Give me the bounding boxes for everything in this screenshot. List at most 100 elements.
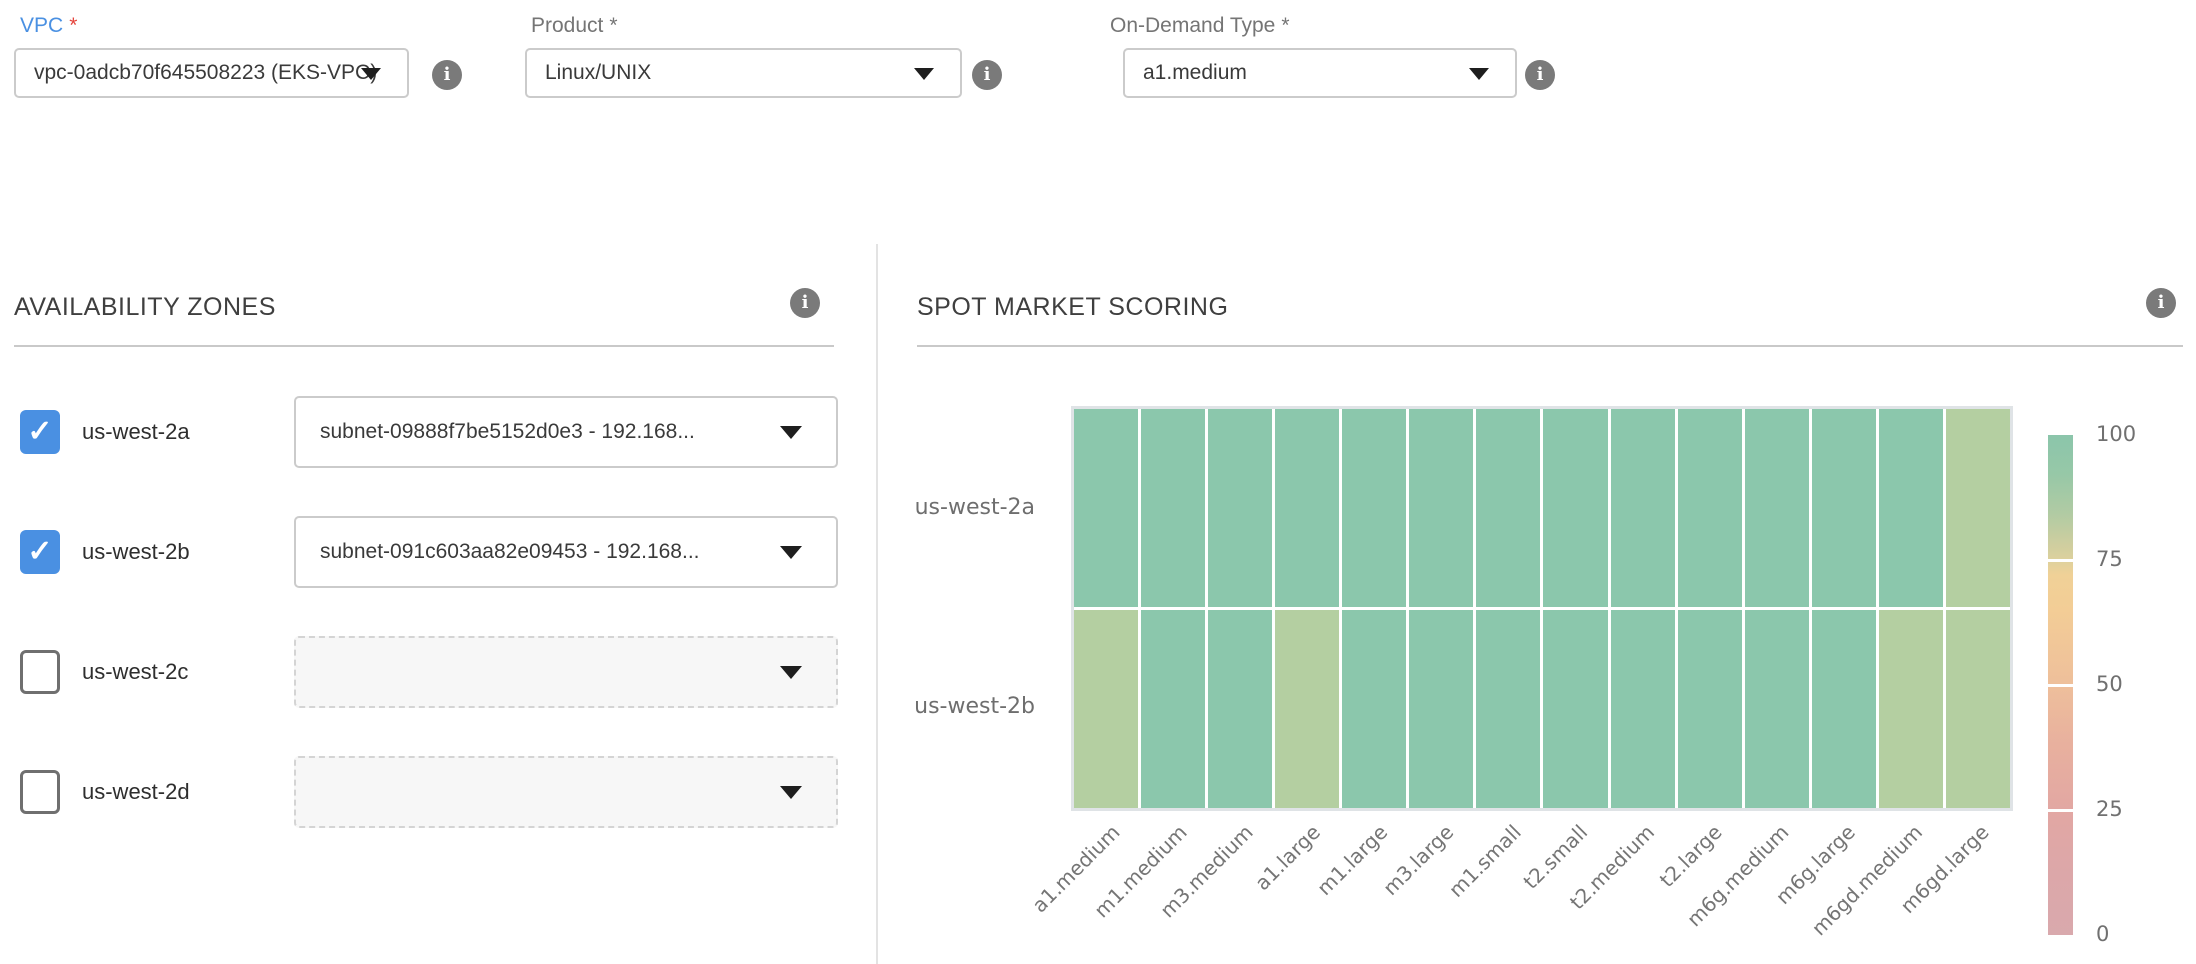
on-demand-type-label: On-Demand Type * xyxy=(1110,14,1517,40)
legend-tick-line xyxy=(2048,809,2073,812)
vpc-select[interactable]: vpc-0adcb70f645508223 (EKS-VPC) xyxy=(14,48,409,98)
az-rows: ✓ us-west-2a subnet-09888f7be5152d0e3 - 19… xyxy=(14,396,838,876)
subnet-select-us-west-2d xyxy=(294,756,838,828)
product-label: Product * xyxy=(531,14,962,40)
spot-market-scoring-title: SPOT MARKET SCORING xyxy=(917,293,1229,321)
check-icon: ✓ xyxy=(27,535,53,568)
heatmap-cell-us-west-2b-t2.medium xyxy=(1610,610,1675,808)
vpc-label: VPC * xyxy=(20,14,409,40)
on-demand-type-select[interactable]: a1.medium xyxy=(1123,48,1517,98)
heatmap-cell-us-west-2b-m1.small xyxy=(1476,610,1541,808)
check-icon: ✓ xyxy=(27,415,53,448)
heatmap-cell-us-west-2a-m3.large xyxy=(1409,409,1474,607)
legend-tick-label-50: 50 xyxy=(2096,672,2123,696)
on-demand-type-required-marker: * xyxy=(1281,14,1290,37)
heatmap-cell-us-west-2a-m1.large xyxy=(1342,409,1407,607)
subnet-select-value-us-west-2a: subnet-09888f7be5152d0e3 - 192.168... xyxy=(320,420,695,443)
legend-tick-label-25: 25 xyxy=(2096,797,2123,821)
legend-tick-label-0: 0 xyxy=(2096,922,2110,946)
chevron-down-icon xyxy=(1469,68,1489,80)
product-field: Product * Linux/UNIX i xyxy=(525,14,1002,98)
subnet-select-value-us-west-2b: subnet-091c603aa82e09453 - 192.168... xyxy=(320,540,700,563)
legend-tick-label-100: 100 xyxy=(2096,422,2137,446)
heatmap-cell-us-west-2b-t2.small xyxy=(1543,610,1608,808)
heatmap-cell-us-west-2b-t2.large xyxy=(1677,610,1742,808)
subnet-select-us-west-2a[interactable]: subnet-09888f7be5152d0e3 - 192.168... xyxy=(294,396,838,468)
heatmap-row-label-us-west-2b: us-west-2b xyxy=(914,694,1035,719)
on-demand-type-field: On-Demand Type * a1.medium i xyxy=(1110,14,1555,98)
heatmap-cell-us-west-2b-m3.large xyxy=(1409,610,1474,808)
availability-zones-info-icon[interactable]: i xyxy=(790,288,820,318)
legend-bar xyxy=(2048,435,2073,935)
chevron-down-icon xyxy=(914,68,934,80)
chevron-down-icon xyxy=(780,666,802,679)
chevron-down-icon xyxy=(780,786,802,799)
chevron-down-icon xyxy=(361,68,381,80)
heatmap-cell-us-west-2a-a1.large xyxy=(1275,409,1340,607)
product-select[interactable]: Linux/UNIX xyxy=(525,48,962,98)
product-info-icon[interactable]: i xyxy=(972,60,1002,90)
az-row-us-west-2d: us-west-2d xyxy=(14,756,838,828)
subnet-select-us-west-2b[interactable]: subnet-091c603aa82e09453 - 192.168... xyxy=(294,516,838,588)
product-required-marker: * xyxy=(609,14,618,37)
heatmap-grid xyxy=(1071,406,2013,811)
heatmap-cell-us-west-2b-m3.medium xyxy=(1208,610,1273,808)
heatmap-cell-us-west-2b-a1.medium xyxy=(1074,610,1139,808)
heatmap-cell-us-west-2a-t2.medium xyxy=(1610,409,1675,607)
az-checkbox-us-west-2d[interactable] xyxy=(20,770,60,814)
vpc-required-marker: * xyxy=(69,14,78,37)
heatmap-cell-us-west-2b-a1.large xyxy=(1275,610,1340,808)
heatmap-cell-us-west-2b-m6g.medium xyxy=(1744,610,1809,808)
heatmap-col-label-m1.large: m1.large xyxy=(1311,820,1392,901)
heatmap-cell-us-west-2a-t2.large xyxy=(1677,409,1742,607)
product-select-value: Linux/UNIX xyxy=(545,61,652,84)
az-row-us-west-2c: us-west-2c xyxy=(14,636,838,708)
heatmap-col-label-m1.small: m1.small xyxy=(1443,820,1526,902)
heatmap-cell-us-west-2a-m3.medium xyxy=(1208,409,1273,607)
az-checkbox-us-west-2a[interactable]: ✓ xyxy=(20,410,60,454)
legend-tick-line xyxy=(2048,559,2073,562)
availability-zones-rule xyxy=(14,345,834,347)
heatmap-cell-us-west-2a-m6g.large xyxy=(1811,409,1876,607)
heatmap-cell-us-west-2a-m1.small xyxy=(1476,409,1541,607)
vpc-select-value: vpc-0adcb70f645508223 (EKS-VPC) xyxy=(34,61,378,84)
vpc-field: VPC * vpc-0adcb70f645508223 (EKS-VPC) i xyxy=(14,14,462,98)
zone-label-us-west-2d: us-west-2d xyxy=(82,779,190,804)
legend-tick-label-75: 75 xyxy=(2096,547,2123,571)
heatmap-cell-us-west-2a-m6gd.large xyxy=(1945,409,2010,607)
heatmap-cell-us-west-2b-m6gd.large xyxy=(1945,610,2010,808)
zone-label-us-west-2c: us-west-2c xyxy=(82,659,189,684)
zone-label-us-west-2b: us-west-2b xyxy=(82,539,190,564)
heatmap-cell-us-west-2a-m1.medium xyxy=(1141,409,1206,607)
chevron-down-icon xyxy=(780,546,802,559)
heatmap-row-label-us-west-2a: us-west-2a xyxy=(914,495,1035,520)
on-demand-type-info-icon[interactable]: i xyxy=(1525,60,1555,90)
section-divider xyxy=(876,244,878,964)
az-row-us-west-2a: ✓ us-west-2a subnet-09888f7be5152d0e3 - 19… xyxy=(14,396,838,468)
on-demand-type-label-text: On-Demand Type xyxy=(1110,14,1276,37)
heatmap-cell-us-west-2b-m6gd.medium xyxy=(1878,610,1943,808)
vpc-info-icon[interactable]: i xyxy=(432,60,462,90)
chevron-down-icon xyxy=(780,426,802,439)
legend-tick-line xyxy=(2048,684,2073,687)
availability-zones-title: AVAILABILITY ZONES xyxy=(14,293,276,321)
on-demand-type-select-value: a1.medium xyxy=(1143,61,1247,84)
az-checkbox-us-west-2b[interactable]: ✓ xyxy=(20,530,60,574)
heatmap-cell-us-west-2b-m1.large xyxy=(1342,610,1407,808)
heatmap-cell-us-west-2a-m6g.medium xyxy=(1744,409,1809,607)
heatmap-cell-us-west-2b-m6g.large xyxy=(1811,610,1876,808)
heatmap-cell-us-west-2a-a1.medium xyxy=(1074,409,1139,607)
spot-market-scoring-rule xyxy=(917,345,2183,347)
az-checkbox-us-west-2c[interactable] xyxy=(20,650,60,694)
product-label-text: Product xyxy=(531,14,604,37)
heatmap-col-labels: a1.medium m1.medium m3.medium a1.large m1.la… xyxy=(1027,820,2010,964)
heatmap-cell-us-west-2b-m1.medium xyxy=(1141,610,1206,808)
az-row-us-west-2b: ✓ us-west-2b subnet-091c603aa82e09453 - 19… xyxy=(14,516,838,588)
vpc-label-text: VPC xyxy=(20,14,64,37)
heatmap-cell-us-west-2a-t2.small xyxy=(1543,409,1608,607)
subnet-select-us-west-2c xyxy=(294,636,838,708)
heatmap-cell-us-west-2a-m6gd.medium xyxy=(1878,409,1943,607)
spot-market-scoring-info-icon[interactable]: i xyxy=(2146,288,2176,318)
zone-label-us-west-2a: us-west-2a xyxy=(82,419,190,444)
